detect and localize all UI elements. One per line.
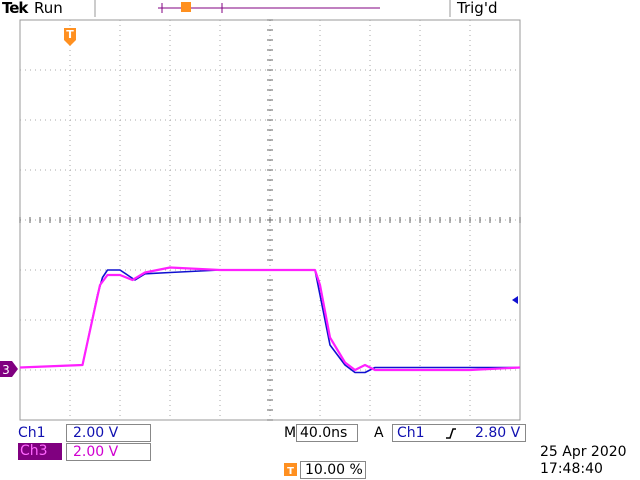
svg-text:T: T (287, 466, 294, 476)
svg-text:T: T (66, 28, 74, 41)
ch1-scale-box[interactable]: 2.00 V (66, 424, 151, 442)
rising-edge-icon (446, 428, 456, 439)
trigger-position-icon: T (284, 463, 297, 476)
trigger-setting-box[interactable]: A Ch1 2.80 V (374, 424, 526, 442)
time-readout: 17:48:40 (540, 461, 603, 477)
trigger-position-box[interactable]: T 10.00 % (284, 461, 366, 479)
ch1-scale: 2.00 V (73, 425, 119, 441)
trigger-level: 2.80 V (475, 425, 521, 441)
ch3-scale-box[interactable]: 2.00 V (66, 443, 151, 461)
ch1-label[interactable]: Ch1 (18, 425, 46, 441)
trace-group (19, 266, 521, 374)
trigger-marker-icon[interactable]: T (64, 28, 76, 46)
trigger-status: Trig'd (457, 0, 498, 17)
trigger-source: Ch1 (397, 425, 425, 441)
trigger-level-arrow-icon[interactable] (512, 296, 518, 304)
ch3-label[interactable]: Ch3 (18, 443, 62, 460)
trigger-position-value: 10.00 % (305, 462, 363, 478)
trigger-position-marker-top[interactable] (181, 2, 191, 12)
svg-text:3: 3 (2, 363, 10, 377)
acquisition-state: Run (34, 0, 63, 17)
timebase-value: 40.0ns (300, 425, 348, 441)
ch3-trace (19, 266, 521, 372)
date-readout: 25 Apr 2020 (540, 444, 627, 460)
trigger-prefix: A (374, 425, 384, 441)
timebase-prefix: M (284, 425, 297, 441)
brand-logo: Tek (2, 0, 28, 17)
ch3-ground-marker[interactable]: 3 (0, 361, 18, 377)
ch3-scale: 2.00 V (73, 444, 119, 460)
timebase-box[interactable]: M 40.0ns (284, 424, 358, 442)
